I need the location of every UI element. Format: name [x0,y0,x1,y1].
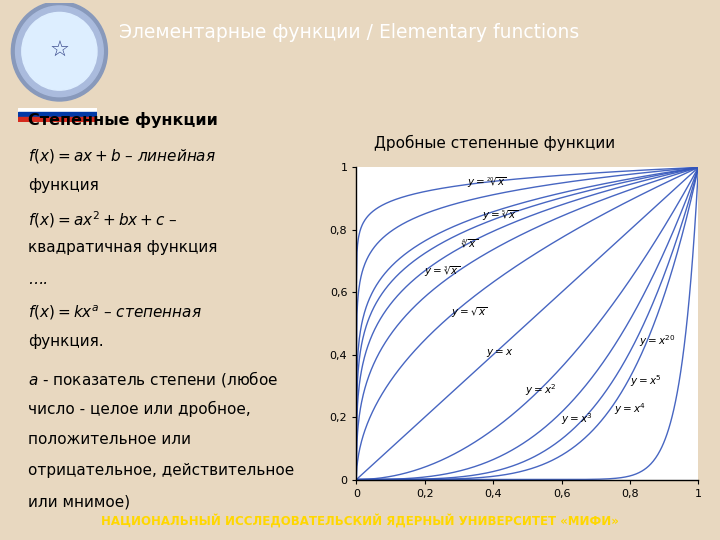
Text: $y = x^4$: $y = x^4$ [614,401,646,417]
Circle shape [16,6,103,97]
Text: $y = \sqrt{x}$: $y = \sqrt{x}$ [451,305,487,320]
Text: $y = x^2$: $y = x^2$ [526,383,557,399]
Text: ☆: ☆ [50,41,69,62]
Text: Степенные функции: Степенные функции [28,112,218,127]
Circle shape [12,2,107,101]
Text: $f(x) = ax^2 + bx + c$ –: $f(x) = ax^2 + bx + c$ – [28,209,178,230]
Text: $a$ - показатель степени (любое: $a$ - показатель степени (любое [28,369,279,389]
Text: НАЦИОНАЛЬНЫЙ ИССЛЕДОВАТЕЛЬСКИЙ ЯДЕРНЫЙ УНИВЕРСИТЕТ «МИФИ»: НАЦИОНАЛЬНЫЙ ИССЛЕДОВАТЕЛЬСКИЙ ЯДЕРНЫЙ У… [101,514,619,528]
Text: $y = \sqrt[20]{x}$: $y = \sqrt[20]{x}$ [467,176,506,191]
Bar [18,117,97,122]
Text: функция: функция [28,178,99,193]
Text: $f(x) = ax + b$ – линейная: $f(x) = ax + b$ – линейная [28,147,216,165]
Text: Элементарные функции / Elementary functions: Элементарные функции / Elementary functi… [119,23,579,42]
Text: $y = \sqrt[3]{x}$: $y = \sqrt[3]{x}$ [423,265,460,279]
Text: ….: …. [28,272,48,287]
Text: квадратичная функция: квадратичная функция [28,240,217,255]
Bar [18,108,97,112]
Text: $y = x^3$: $y = x^3$ [561,411,593,427]
Text: $y = x^{20}$: $y = x^{20}$ [639,333,675,348]
Text: $\sqrt[4]{x}$: $\sqrt[4]{x}$ [461,238,478,251]
Text: $f(x) = kx^a$ – степенная: $f(x) = kx^a$ – степенная [28,303,202,321]
Text: $y = x$: $y = x$ [486,347,514,359]
Bar [18,112,97,117]
Text: положительное или: положительное или [28,432,192,447]
Text: $y = \sqrt[5]{x}$: $y = \sqrt[5]{x}$ [482,208,518,223]
Text: отрицательное, действительное: отрицательное, действительное [28,463,294,478]
Text: Дробные степенные функции: Дробные степенные функции [374,135,615,151]
Text: функция.: функция. [28,334,104,349]
Circle shape [22,12,97,90]
Text: $y = x^5$: $y = x^5$ [629,373,661,389]
Text: или мнимое): или мнимое) [28,494,130,509]
Text: число - целое или дробное,: число - целое или дробное, [28,401,251,417]
